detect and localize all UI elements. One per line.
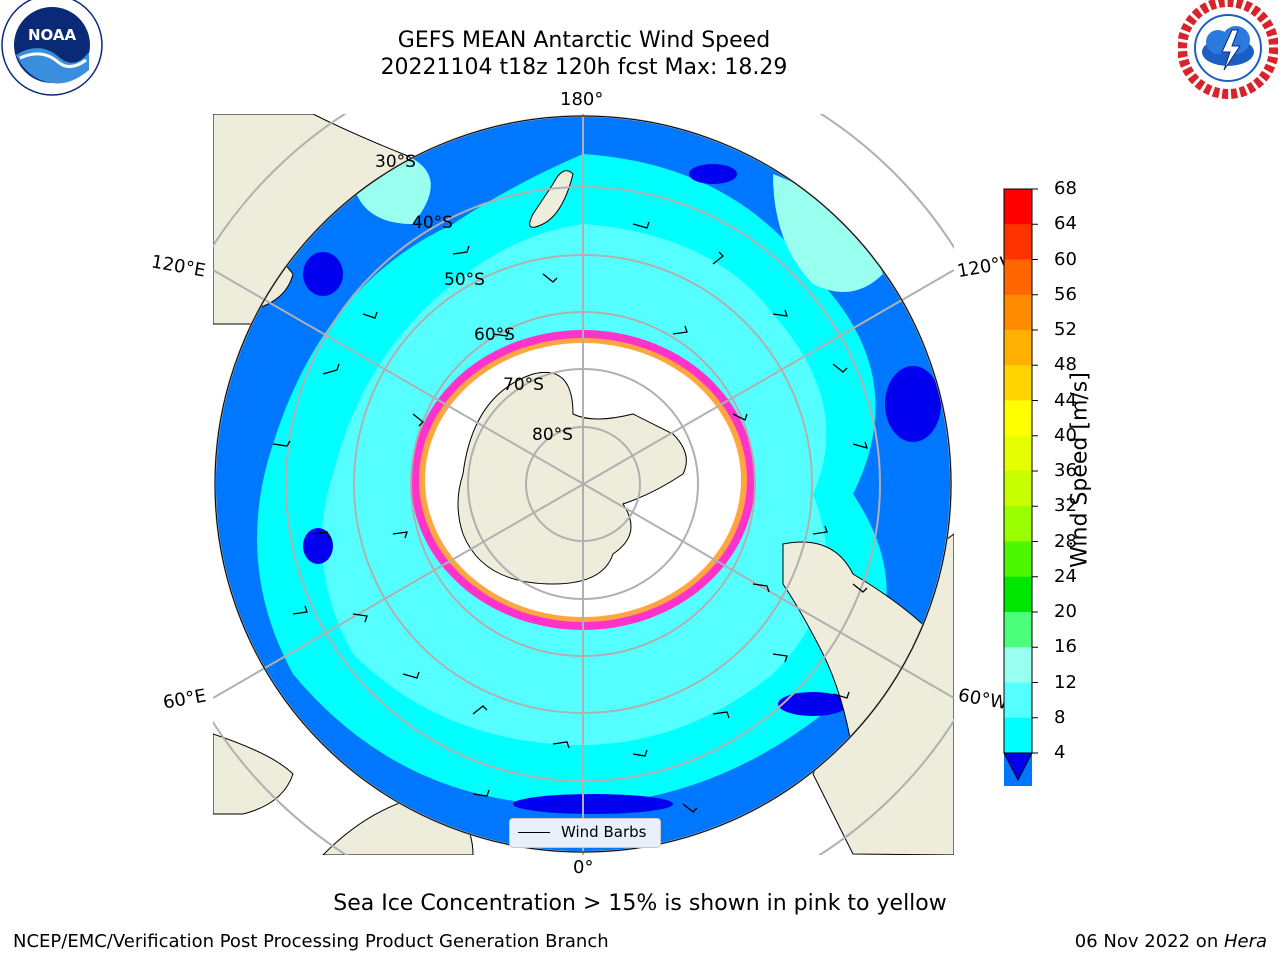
- colorbar-cell: [1004, 294, 1032, 331]
- lat-label-80s: 80°S: [532, 425, 573, 445]
- colorbar-tick-label: 44: [1054, 389, 1077, 411]
- colorbar-cell: [1004, 717, 1032, 754]
- colorbar-cell: [1004, 259, 1032, 296]
- lat-label-70s: 70°S: [503, 375, 544, 395]
- colorbar-tick-label: 20: [1054, 601, 1077, 622]
- legend-line-icon: [518, 832, 550, 833]
- colorbar-tick-label: 28: [1054, 530, 1077, 552]
- map-title: GEFS MEAN Antarctic Wind Speed: [397, 28, 771, 53]
- footer-host: Hera: [1223, 931, 1267, 952]
- lon-label-0: 0°: [573, 857, 594, 878]
- lat-label-30s: 30°S: [375, 152, 416, 172]
- colorbar-tick-label: 12: [1054, 671, 1077, 693]
- colorbar-cell: [1004, 682, 1032, 719]
- footer-branch: NCEP/EMC/Verification Post Processing Pr…: [13, 931, 609, 952]
- colorbar-cell: [1004, 189, 1032, 225]
- colorbar-cell: [1004, 330, 1032, 366]
- colorbar-tick-label: 56: [1054, 283, 1077, 305]
- colorbar-cell: [1004, 612, 1032, 648]
- footer-date: 06 Nov 2022 on Hera: [1075, 931, 1267, 952]
- colorbar-cell: [1004, 541, 1032, 578]
- colorbar-cell: [1004, 576, 1032, 613]
- colorbar-tick-label: 48: [1054, 354, 1077, 376]
- colorbar-tick-label: 52: [1054, 319, 1077, 340]
- colorbar-cell: [1004, 224, 1032, 260]
- colorbar-tick-label: 64: [1054, 213, 1077, 235]
- wind-barbs-legend: Wind Barbs: [509, 818, 661, 848]
- colorbar-cell: [1004, 506, 1032, 542]
- colorbar-tick-label: 36: [1054, 460, 1077, 481]
- colorbar-cell: [1004, 471, 1032, 507]
- colorbar-cell: [1004, 435, 1032, 472]
- colorbar-tick-label: 24: [1054, 565, 1077, 587]
- lon-label-60e: 60°E: [161, 685, 208, 714]
- polar-map-canvas: [142, 43, 1024, 925]
- colorbar-tick-label: 40: [1054, 424, 1077, 446]
- noaa-logo-text: NOAA: [28, 26, 77, 44]
- colorbar-label: Wind Speed [m/s]: [1067, 372, 1093, 568]
- colorbar-cell: [1004, 365, 1032, 401]
- polar-map: [142, 43, 1024, 925]
- colorbar-cell: [1004, 647, 1032, 683]
- colorbar-tick-label: 16: [1054, 636, 1077, 658]
- colorbar-tick-label: 4: [1054, 742, 1066, 763]
- colorbar-cell: [1004, 400, 1032, 437]
- colorbar: [1003, 188, 1038, 786]
- colorbar-tick-label: 68: [1054, 178, 1077, 199]
- colorbar-tick-label: 8: [1054, 706, 1066, 728]
- sea-ice-note: Sea Ice Concentration > 15% is shown in …: [333, 891, 947, 916]
- lat-label-50s: 50°S: [444, 270, 485, 290]
- legend-label: Wind Barbs: [561, 823, 647, 841]
- noaa-logo: NOAA: [1, 0, 103, 96]
- lat-label-40s: 40°S: [412, 213, 453, 233]
- lat-label-60s: 60°S: [474, 325, 515, 345]
- nws-logo: [1178, 0, 1278, 99]
- map-subtitle: 20221104 t18z 120h fcst Max: 18.29: [380, 55, 788, 80]
- colorbar-tick-label: 60: [1054, 248, 1077, 270]
- lon-label-120e: 120°E: [149, 251, 208, 282]
- colorbar-tick-label: 32: [1054, 495, 1077, 517]
- lon-label-180: 180°: [560, 89, 604, 110]
- footer-date-text: 06 Nov 2022 on: [1074, 931, 1224, 952]
